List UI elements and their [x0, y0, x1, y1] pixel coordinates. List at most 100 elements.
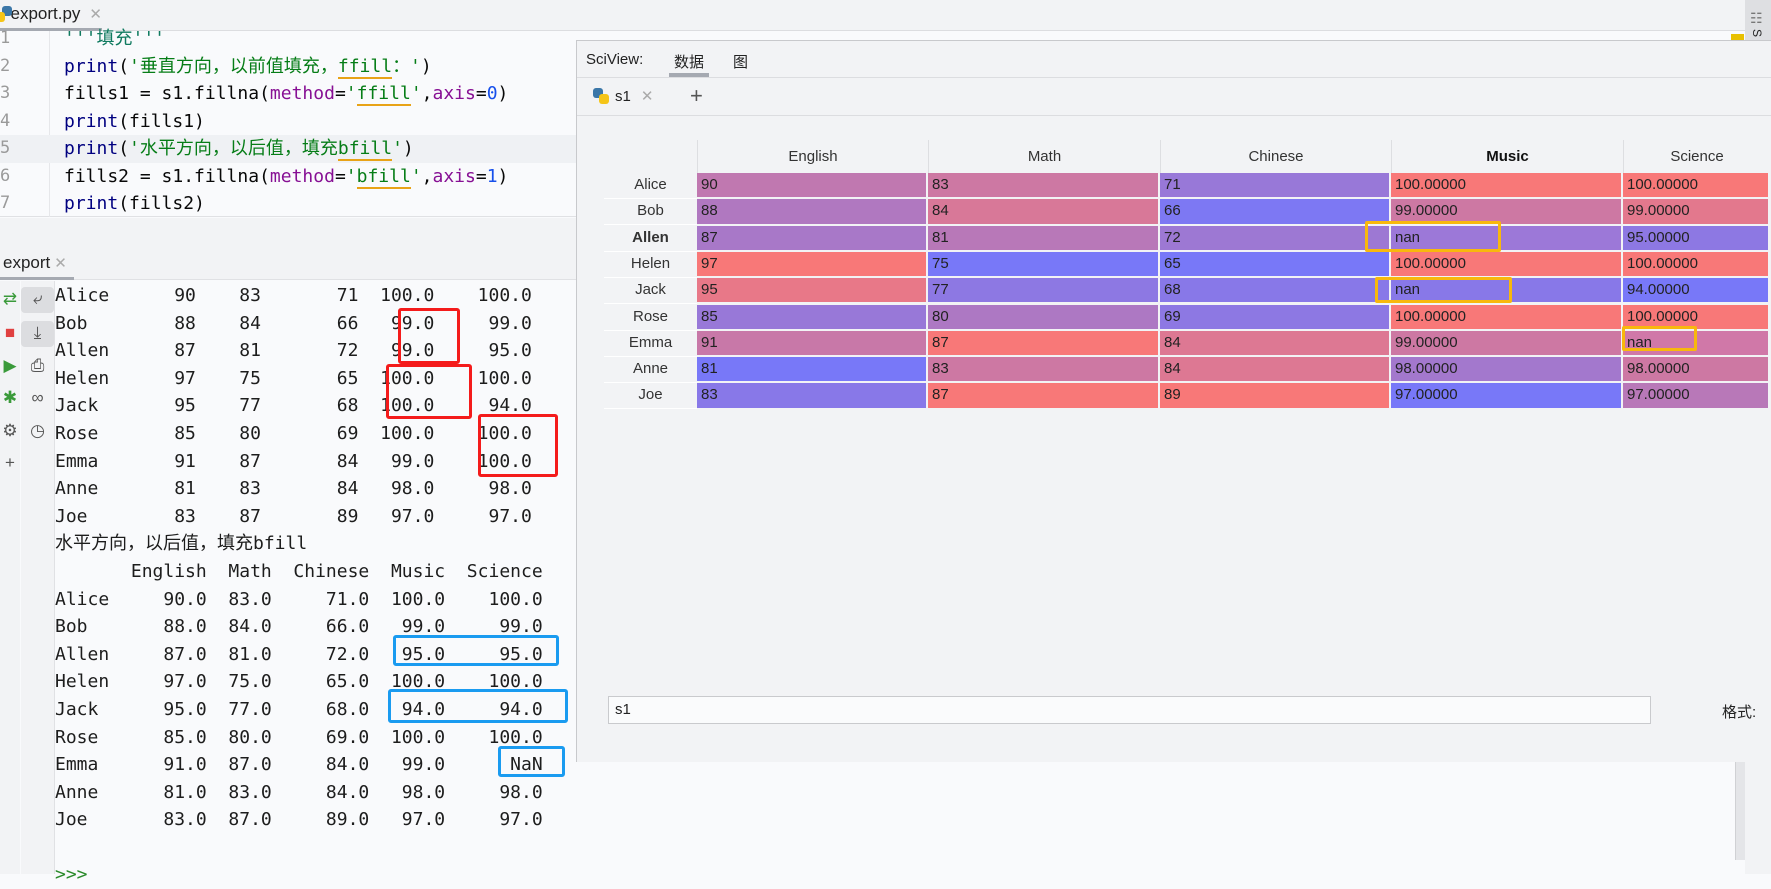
run-icon[interactable]: ▶: [3, 356, 17, 375]
table-cell[interactable]: 71: [1160, 173, 1391, 200]
line-number: 5: [0, 138, 11, 158]
code-token: (: [118, 138, 130, 159]
table-cell[interactable]: 94.00000: [1623, 278, 1770, 305]
table-cell[interactable]: 83: [697, 383, 928, 410]
column-header[interactable]: Science: [1623, 140, 1770, 173]
table-cell[interactable]: 69: [1160, 304, 1391, 331]
table-cell[interactable]: 100.00000: [1391, 251, 1623, 279]
table-cell[interactable]: 95.00000: [1623, 225, 1770, 252]
code-line[interactable]: 6 fills2 = s1.fillna(method='bfill',axis=…: [0, 163, 1771, 191]
warning-marker[interactable]: [1731, 34, 1744, 40]
rerun-icon[interactable]: ⇄: [2, 289, 18, 308]
blue-highlight-box: [498, 746, 565, 777]
table-cell[interactable]: 97: [697, 251, 928, 279]
row-header[interactable]: Allen: [604, 226, 697, 252]
console-line: Joe 83 87 89 97.0 97.0: [55, 505, 532, 527]
glasses-icon[interactable]: ∞: [31, 388, 44, 407]
table-cell[interactable]: 75: [928, 251, 1160, 279]
table-cell[interactable]: 95: [697, 278, 928, 305]
table-cell[interactable]: 100.00000: [1623, 173, 1770, 200]
settings-icon[interactable]: ⚙: [2, 421, 18, 440]
console-scrollbar[interactable]: [1735, 762, 1745, 860]
table-cell[interactable]: 97.00000: [1391, 383, 1623, 410]
column-header[interactable]: Math: [928, 140, 1160, 173]
row-header[interactable]: Jack: [604, 278, 697, 305]
console-output[interactable]: Alice 90 83 71 100.0 100.0 Bob 88 84 66 9…: [55, 282, 745, 885]
column-header[interactable]: Chinese: [1160, 140, 1391, 173]
table-cell[interactable]: 87: [928, 330, 1160, 358]
table-cell[interactable]: 98.00000: [1391, 357, 1623, 384]
scroll-to-end-icon[interactable]: ⤓: [21, 321, 54, 347]
orange-highlight-box: [1375, 277, 1512, 303]
row-header[interactable]: Joe: [604, 383, 697, 410]
table-cell[interactable]: 90: [697, 173, 928, 200]
line-number: 1: [0, 28, 11, 48]
column-header[interactable]: English: [697, 140, 928, 173]
table-cell[interactable]: 97.00000: [1623, 383, 1770, 410]
console-tab-export[interactable]: export ✕: [0, 248, 74, 280]
column-header[interactable]: Music: [1391, 140, 1623, 173]
table-cell[interactable]: 83: [928, 173, 1160, 200]
table-cell[interactable]: 65: [1160, 251, 1391, 279]
soft-wrap-icon[interactable]: ⤶: [21, 287, 54, 313]
close-console-tab-icon[interactable]: ✕: [54, 254, 67, 272]
table-cell[interactable]: 83: [928, 357, 1160, 384]
table-cell[interactable]: nan: [1391, 225, 1623, 252]
code-line[interactable]: 3 fills1 = s1.fillna(method='ffill',axis=…: [0, 80, 1771, 108]
history-icon[interactable]: ◷: [30, 421, 45, 440]
table-cell[interactable]: 80: [928, 304, 1160, 331]
code-line[interactable]: 2 print('垂直方向，以前值填充，ffill：'): [0, 53, 1771, 81]
code-token: axis: [432, 83, 476, 104]
tab-data[interactable]: 数据: [669, 51, 710, 77]
row-header[interactable]: Bob: [604, 199, 697, 226]
table-cell[interactable]: 81: [928, 225, 1160, 252]
table-cell[interactable]: 66: [1160, 199, 1391, 226]
table-cell[interactable]: 77: [928, 278, 1160, 305]
table-cell[interactable]: 88: [697, 199, 928, 226]
file-tab-export-py[interactable]: export.py ✕: [0, 0, 102, 31]
code-text: print(fills1): [64, 108, 205, 136]
close-tab-icon[interactable]: ✕: [89, 6, 102, 23]
table-cell[interactable]: 85: [697, 304, 928, 331]
table-cell[interactable]: 100.00000: [1623, 251, 1770, 279]
code-line[interactable]: 4 print(fills1): [0, 108, 1771, 136]
orange-highlight-box: [1622, 326, 1697, 351]
print-icon[interactable]: ⎙: [30, 356, 45, 375]
add-tab-button[interactable]: +: [690, 83, 703, 108]
row-header[interactable]: Emma: [604, 331, 697, 357]
variable-tab-s1[interactable]: s1 ✕: [593, 87, 653, 105]
table-cell[interactable]: 84: [1160, 330, 1391, 358]
row-header[interactable]: Anne: [604, 357, 697, 384]
close-variable-tab-icon[interactable]: ✕: [640, 88, 654, 105]
table-cell[interactable]: 100.00000: [1391, 304, 1623, 331]
table-cell[interactable]: 98.00000: [1623, 357, 1770, 384]
table-cell[interactable]: 99.00000: [1391, 330, 1623, 358]
table-cell[interactable]: 100.00000: [1391, 173, 1623, 200]
row-header[interactable]: Helen: [604, 252, 697, 278]
table-cell[interactable]: 89: [1160, 383, 1391, 410]
table-cell[interactable]: 84: [928, 199, 1160, 226]
code-line[interactable]: 1 '''填充''': [0, 25, 1771, 53]
debug-icon[interactable]: ✱: [2, 388, 18, 407]
stop-icon[interactable]: ■: [4, 323, 16, 342]
table-cell[interactable]: 87: [928, 383, 1160, 410]
table-cell[interactable]: 68: [1160, 278, 1391, 305]
table-cell[interactable]: 72: [1160, 225, 1391, 252]
add-icon[interactable]: +: [5, 453, 15, 472]
table-cell[interactable]: 84: [1160, 357, 1391, 384]
blue-highlight-box: [393, 635, 559, 666]
tab-plots[interactable]: 图: [733, 54, 749, 71]
line-number: 6: [0, 165, 11, 186]
row-header[interactable]: Rose: [604, 305, 697, 331]
expression-input[interactable]: s1: [608, 696, 1651, 724]
table-cell[interactable]: 87: [697, 225, 928, 252]
sciview-side-tab-icon[interactable]: S: [1750, 28, 1765, 38]
table-icon[interactable]: ☷: [1750, 10, 1763, 26]
table-cell[interactable]: 81: [697, 357, 928, 384]
red-highlight-box: [386, 364, 472, 419]
row-header[interactable]: Alice: [604, 173, 697, 199]
table-cell[interactable]: 99.00000: [1623, 199, 1770, 226]
code-line[interactable]: 7 print(fills2): [0, 190, 1771, 218]
code-token: bfill: [337, 138, 393, 161]
table-cell[interactable]: 91: [697, 330, 928, 358]
